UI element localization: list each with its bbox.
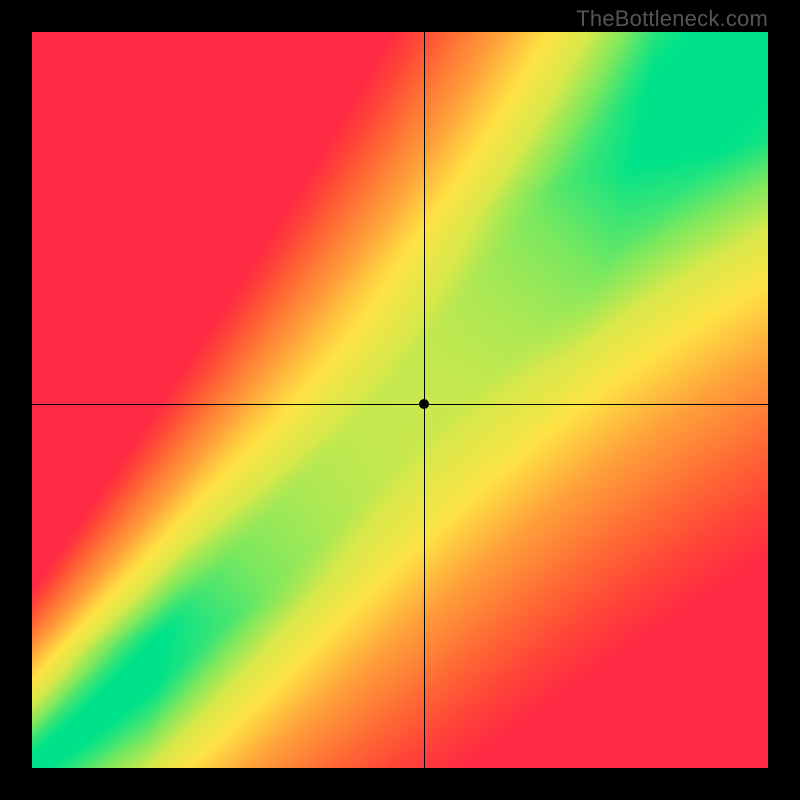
heatmap-canvas xyxy=(32,32,768,768)
watermark-text: TheBottleneck.com xyxy=(576,6,768,32)
crosshair-horizontal xyxy=(32,404,768,405)
bottleneck-heatmap xyxy=(32,32,768,768)
crosshair-marker-dot xyxy=(419,399,429,409)
